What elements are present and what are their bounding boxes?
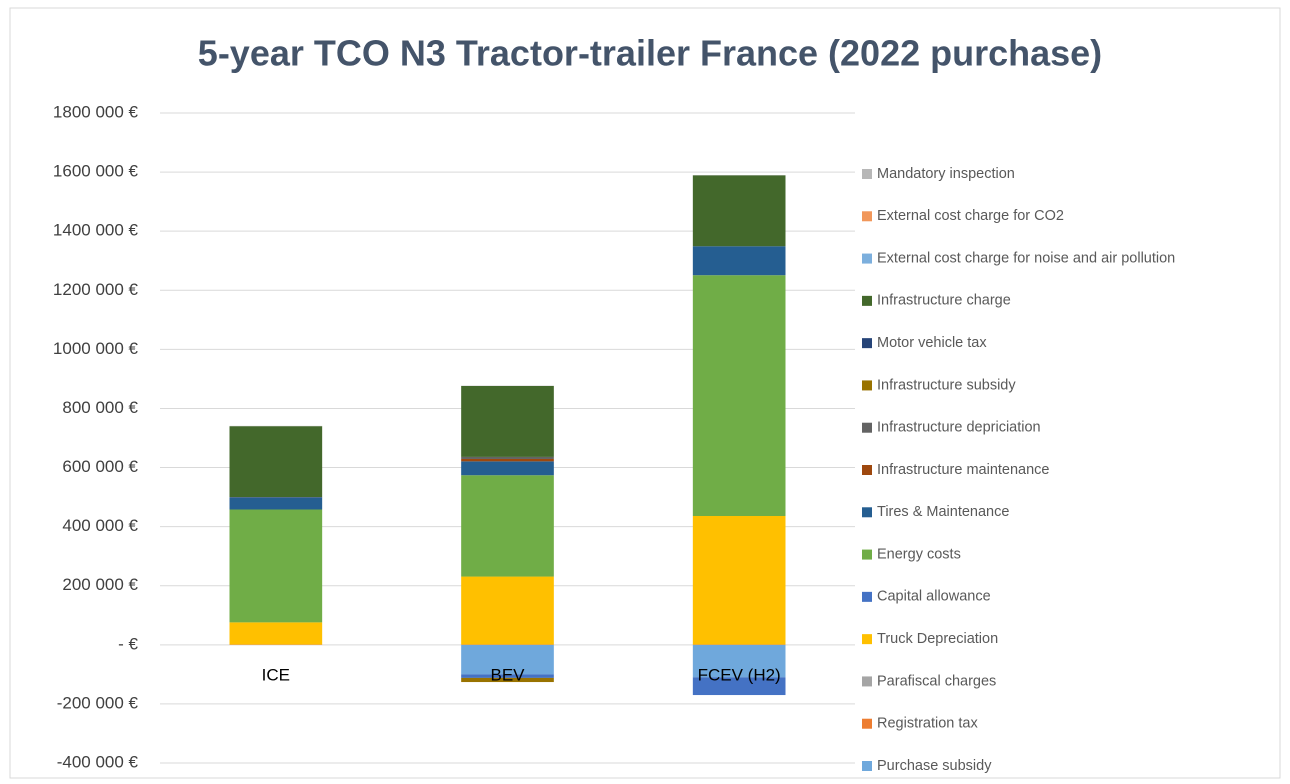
bar-segment	[229, 497, 323, 510]
bar-segment	[229, 497, 323, 498]
legend-label: Mandatory inspection	[877, 166, 1015, 182]
legend-swatch	[862, 676, 872, 687]
legend-swatch	[862, 718, 872, 729]
legend-swatch	[862, 338, 872, 349]
legend-swatch	[862, 507, 872, 518]
legend-label: External cost charge for CO2	[877, 208, 1064, 224]
chart-border	[9, 7, 1281, 779]
y-tick-label: 1400 000 €	[53, 221, 139, 240]
legend-swatch	[862, 295, 872, 306]
legend-label: Infrastructure charge	[877, 293, 1011, 309]
y-tick-label: 1600 000 €	[53, 162, 139, 181]
x-tick-label: FCEV (H2)	[698, 665, 781, 684]
legend-swatch	[862, 253, 872, 264]
legend-label: Infrastructure subsidy	[877, 377, 1016, 393]
x-tick-label: BEV	[490, 665, 525, 684]
legend-label: Tires & Maintenance	[877, 504, 1009, 520]
legend-swatch	[862, 211, 872, 222]
y-tick-label: 400 000 €	[62, 516, 138, 535]
y-tick-label: 800 000 €	[62, 398, 138, 417]
bar-segment	[692, 175, 786, 247]
legend-swatch	[862, 169, 872, 179]
bar-segment	[692, 246, 786, 276]
y-tick-label: 1000 000 €	[53, 339, 139, 358]
legend-swatch	[862, 634, 872, 645]
bar-segment	[692, 275, 786, 516]
bar-segment	[229, 426, 323, 498]
y-tick-label: -400 000 €	[57, 752, 139, 771]
legend-label: Capital allowance	[877, 589, 991, 605]
y-tick-label: 1800 000 €	[53, 102, 139, 121]
x-tick-label: ICE	[262, 665, 290, 684]
bar-segment	[692, 677, 786, 696]
bar-segment	[229, 622, 323, 645]
legend-label: Motor vehicle tax	[877, 335, 987, 351]
y-tick-label: 1200 000 €	[53, 280, 139, 299]
bar-segment	[461, 674, 554, 678]
legend-label: Infrastructure depriciation	[877, 420, 1041, 436]
chart-title: 5-year TCO N3 Tractor-trailer France (20…	[198, 33, 1102, 74]
bar-segment	[461, 576, 554, 645]
y-tick-label: -200 000 €	[57, 693, 139, 712]
bar-segment	[461, 677, 554, 683]
bar-segment	[461, 461, 554, 476]
y-tick-label: - €	[118, 634, 138, 653]
legend-label: Parafiscal charges	[877, 673, 996, 689]
legend-swatch	[862, 422, 872, 433]
y-tick-label: 600 000 €	[62, 457, 138, 476]
bar-segment	[461, 456, 554, 459]
legend-label: Infrastructure maintenance	[877, 462, 1049, 478]
bar-segment	[461, 386, 554, 457]
bar-segment	[461, 458, 554, 462]
legend-label: External cost charge for noise and air p…	[877, 250, 1175, 266]
legend-swatch	[862, 380, 872, 391]
bar-segment	[692, 516, 786, 645]
legend-swatch	[862, 591, 872, 602]
y-tick-label: 200 000 €	[62, 575, 138, 594]
legend-label: Registration tax	[877, 716, 978, 732]
legend-swatch	[862, 549, 872, 560]
legend-swatch	[862, 465, 872, 475]
legend-swatch	[862, 761, 872, 771]
legend-label: Energy costs	[877, 546, 961, 562]
bar-segment	[461, 644, 554, 675]
legend-label: Purchase subsidy	[877, 758, 992, 774]
bar-segment	[461, 475, 554, 577]
bar-segment	[692, 644, 786, 678]
legend-label: Truck Depreciation	[877, 631, 998, 647]
bar-segment	[229, 509, 323, 623]
